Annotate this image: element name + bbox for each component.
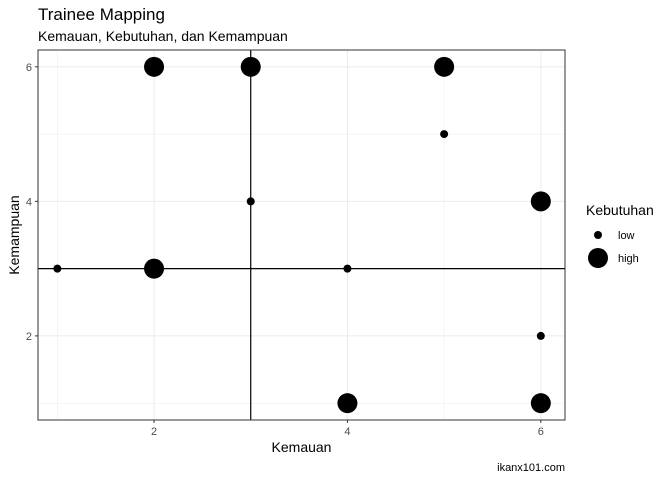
y-tick-label: 4 bbox=[26, 196, 32, 208]
data-point-high bbox=[144, 56, 165, 77]
legend-key-high bbox=[588, 248, 608, 268]
chart-title: Trainee Mapping bbox=[38, 5, 165, 24]
x-axis-ticks: 2 4 6 bbox=[151, 420, 544, 438]
data-point-low bbox=[53, 264, 62, 273]
legend-key-low bbox=[594, 231, 602, 239]
x-tick-label: 6 bbox=[538, 426, 544, 438]
data-point-low bbox=[343, 264, 352, 273]
plot-panel bbox=[37, 49, 566, 421]
x-axis-label: Kemauan bbox=[272, 439, 332, 455]
legend-items: low high bbox=[588, 230, 639, 268]
data-point-high bbox=[530, 393, 551, 414]
data-point-low bbox=[536, 331, 545, 340]
y-axis-label: Kemampuan bbox=[6, 195, 22, 274]
legend-title: Kebutuhan bbox=[586, 202, 654, 218]
data-point-high bbox=[434, 56, 455, 77]
caption: ikanx101.com bbox=[497, 462, 565, 474]
legend: Kebutuhan low high bbox=[586, 202, 654, 268]
panel-background bbox=[38, 50, 565, 420]
data-point-high bbox=[337, 393, 358, 414]
chart-subtitle: Kemauan, Kebutuhan, dan Kemampuan bbox=[38, 28, 288, 44]
panel-border bbox=[37, 49, 566, 421]
y-axis-ticks: 2 4 6 bbox=[26, 62, 38, 343]
legend-label-high: high bbox=[618, 253, 639, 265]
y-tick-label: 2 bbox=[26, 331, 32, 343]
data-point-high bbox=[144, 258, 165, 279]
data-point-high bbox=[240, 56, 261, 77]
y-tick-label: 6 bbox=[26, 62, 32, 74]
data-point-high bbox=[530, 191, 551, 212]
x-tick-label: 4 bbox=[344, 426, 350, 438]
legend-label-low: low bbox=[618, 230, 635, 242]
data-points bbox=[53, 56, 551, 414]
reference-lines bbox=[38, 50, 565, 420]
x-tick-label: 2 bbox=[151, 426, 157, 438]
data-point-low bbox=[440, 130, 449, 139]
data-point-low bbox=[246, 197, 255, 206]
